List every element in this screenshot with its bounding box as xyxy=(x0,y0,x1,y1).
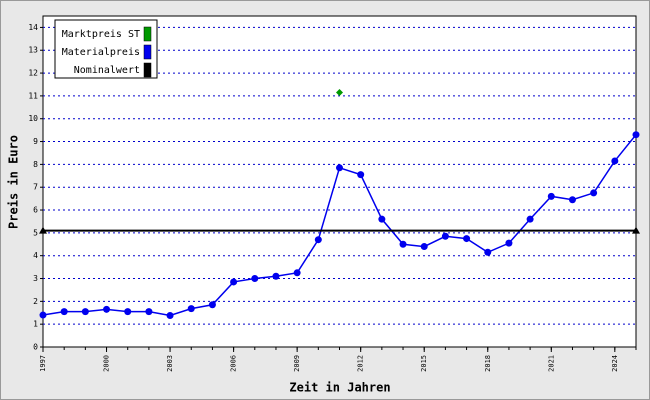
point xyxy=(124,308,132,316)
point xyxy=(336,88,343,96)
point xyxy=(314,236,322,244)
legend-label: Nominalwert xyxy=(74,65,140,76)
legend-label: Marktpreis ST xyxy=(62,29,140,40)
y-tick-label: 9 xyxy=(33,137,38,146)
y-tick-label: 3 xyxy=(33,274,38,283)
x-axis-label: Zeit in Jahren xyxy=(289,381,390,395)
point xyxy=(208,301,216,309)
point xyxy=(187,305,195,313)
y-tick-label: 2 xyxy=(33,297,38,306)
x-tick-label: 2012 xyxy=(357,355,365,372)
y-tick-label: 0 xyxy=(33,343,38,352)
x-tick-label: 2024 xyxy=(611,355,619,372)
y-tick-label: 4 xyxy=(33,251,38,260)
point xyxy=(39,311,47,319)
legend-swatch xyxy=(143,44,152,60)
x-tick-label: 2000 xyxy=(103,355,111,372)
legend-swatch xyxy=(143,62,152,78)
point xyxy=(463,235,471,243)
legend-swatch xyxy=(143,26,152,42)
point xyxy=(230,278,238,286)
y-tick-label: 12 xyxy=(28,69,38,78)
point xyxy=(39,226,47,234)
x-tick-label: 2015 xyxy=(420,355,428,372)
point xyxy=(399,240,407,248)
point xyxy=(590,189,598,197)
y-tick-label: 7 xyxy=(33,183,38,192)
point xyxy=(336,164,343,172)
y-tick-label: 14 xyxy=(28,23,38,32)
y-tick-label: 11 xyxy=(28,91,38,100)
y-axis-label: Preis in Euro xyxy=(7,135,21,229)
point xyxy=(251,275,259,283)
y-tick-label: 6 xyxy=(33,206,38,215)
legend-label: Materialpreis xyxy=(62,47,140,58)
x-tick-label: 2006 xyxy=(230,355,238,372)
point xyxy=(547,192,555,200)
x-tick-label: 2018 xyxy=(484,355,492,372)
point xyxy=(60,308,68,316)
point xyxy=(611,157,619,165)
x-tick-label: 1997 xyxy=(39,355,47,372)
legend-box xyxy=(54,19,158,79)
point xyxy=(81,308,89,316)
point xyxy=(632,131,640,139)
y-tick-label: 1 xyxy=(33,320,38,329)
point xyxy=(441,232,449,240)
point xyxy=(166,311,174,319)
point xyxy=(145,308,153,316)
y-tick-label: 8 xyxy=(33,160,38,169)
x-tick-label: 2009 xyxy=(293,355,301,372)
point xyxy=(103,305,111,313)
point xyxy=(505,239,513,247)
point xyxy=(378,215,386,223)
y-tick-label: 10 xyxy=(28,114,38,123)
point xyxy=(420,243,428,251)
point xyxy=(272,272,280,280)
point xyxy=(484,248,492,256)
point xyxy=(293,269,301,277)
y-tick-label: 5 xyxy=(33,228,38,237)
x-tick-label: 2021 xyxy=(547,355,555,372)
x-tick-label: 2003 xyxy=(166,355,174,372)
point xyxy=(568,196,576,204)
point xyxy=(632,226,640,234)
point xyxy=(357,171,365,179)
point xyxy=(526,215,534,223)
y-tick-label: 13 xyxy=(28,46,38,55)
